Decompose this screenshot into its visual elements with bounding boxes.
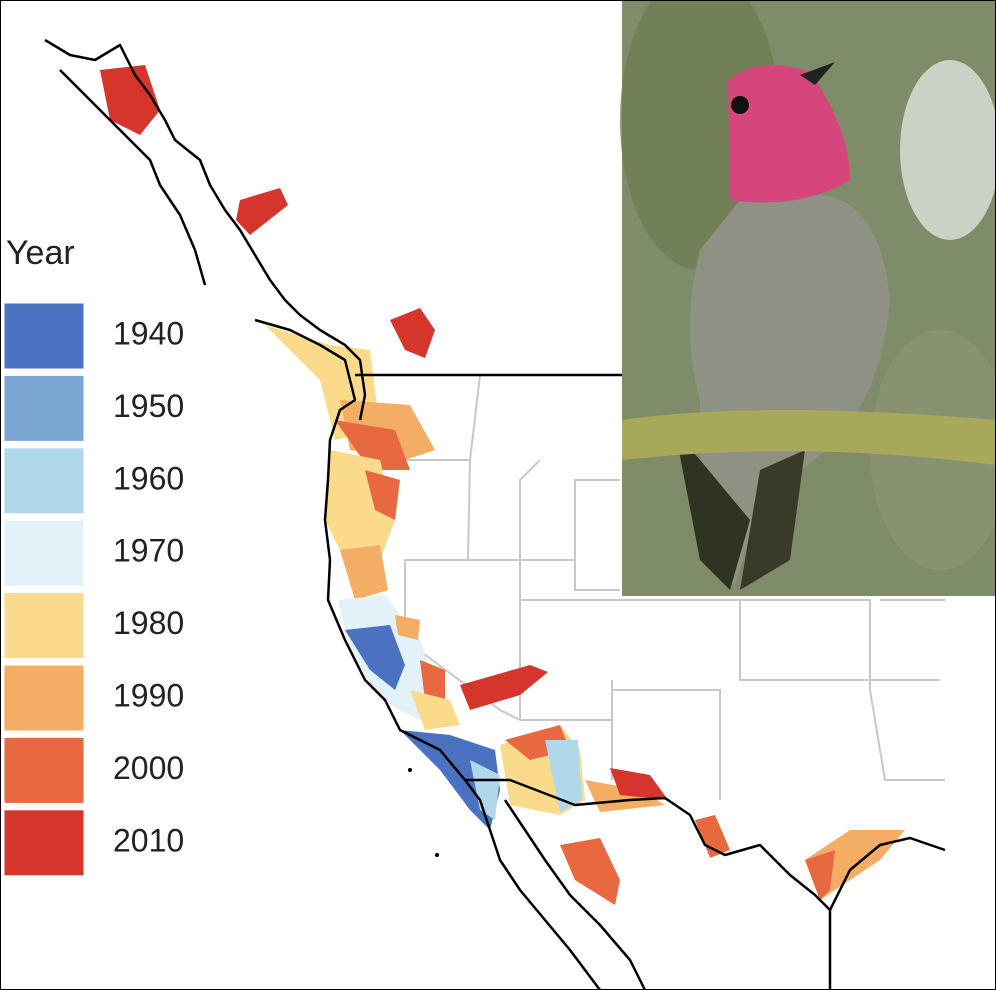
state-borders <box>350 374 945 800</box>
region <box>390 308 435 358</box>
legend-swatch <box>3 519 85 587</box>
legend-label: 2010 <box>113 822 184 858</box>
region <box>100 65 160 135</box>
legend-swatch <box>3 736 85 804</box>
region <box>340 545 388 600</box>
legend-label: 2000 <box>113 750 184 786</box>
legend-label: 1970 <box>113 533 184 569</box>
legend: Year 1940 1950 1960 1970 1980 1990 2000 2010 <box>3 234 184 877</box>
region <box>236 188 288 235</box>
region <box>805 850 835 900</box>
legend-swatch <box>3 664 85 732</box>
legend-swatch <box>3 447 85 515</box>
coastline <box>44 38 946 990</box>
legend-label: 1940 <box>113 315 184 351</box>
region <box>460 665 548 710</box>
legend-label: 1960 <box>113 460 184 496</box>
region <box>410 690 460 730</box>
region <box>420 660 445 700</box>
region <box>545 740 582 812</box>
region <box>560 838 620 905</box>
legend-swatch <box>3 592 85 660</box>
legend-title: Year <box>6 234 75 272</box>
legend-label: 1990 <box>113 677 184 713</box>
region <box>400 730 500 830</box>
region <box>395 615 420 640</box>
region <box>365 470 400 520</box>
region <box>345 625 405 690</box>
hummingbird-photo <box>620 0 996 596</box>
region <box>695 815 730 858</box>
region <box>335 420 410 470</box>
legend-swatch <box>3 809 85 877</box>
legend-label: 1980 <box>113 605 184 641</box>
region <box>470 760 500 820</box>
region <box>585 780 665 812</box>
legend-swatch <box>3 374 85 442</box>
legend-label: 1950 <box>113 388 184 424</box>
region <box>610 768 668 800</box>
legend-swatch <box>3 302 85 370</box>
occurrence-regions <box>100 65 905 905</box>
